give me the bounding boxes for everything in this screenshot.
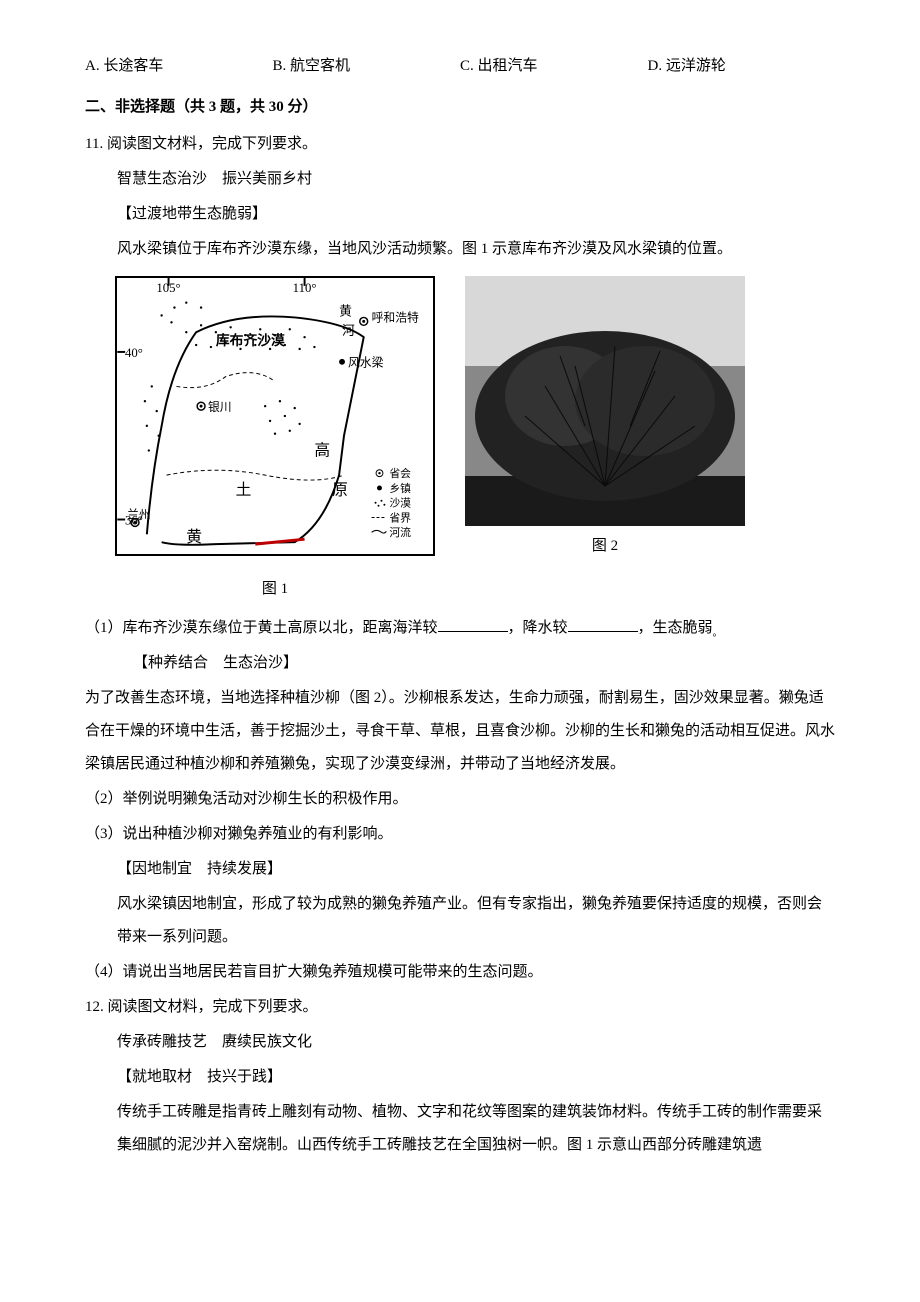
q12-heading-1: 【就地取材 技兴于践】 — [85, 1061, 835, 1094]
map-legend: 省会 乡镇 沙漠 省界 河流 — [372, 467, 412, 539]
lanzhou-label: 兰州 — [127, 508, 151, 522]
fengshuiliang-label: 风水梁 — [348, 356, 384, 370]
figure-1-caption: 图 1 — [115, 573, 435, 606]
loess-3: 高 — [314, 441, 330, 459]
fengshuiliang-marker — [339, 359, 345, 365]
legend-border: 省界 — [389, 511, 411, 524]
option-d: D. 远洋游轮 — [648, 50, 836, 83]
blank-2[interactable] — [568, 617, 638, 632]
province-border-2 — [167, 470, 344, 480]
loess-4: 原 — [332, 482, 348, 499]
q11-subtitle: 智慧生态治沙 振兴美丽乡村 — [85, 163, 835, 196]
desert-label: 库布齐沙漠 — [216, 332, 285, 348]
figure-2-box: 图 2 — [465, 276, 745, 563]
q11-heading-3: 【因地制宜 持续发展】 — [85, 853, 835, 886]
yinchuan-label: 银川 — [208, 400, 232, 414]
q11-heading-2: 【种养结合 生态治沙】 — [85, 647, 835, 680]
q12-subtitle: 传承砖雕技艺 赓续民族文化 — [85, 1026, 835, 1059]
option-c: C. 出租汽车 — [460, 50, 648, 83]
q11-para-1: 风水梁镇位于库布齐沙漠东缘，当地风沙活动频繁。图 1 示意库布齐沙漠及风水梁镇的… — [85, 233, 835, 266]
q11-sub3: （3）说出种植沙柳对獭兔养殖业的有利影响。 — [85, 818, 835, 851]
q11-sub1-c: ，生态脆弱 — [638, 620, 713, 636]
q11-para-3: 风水梁镇因地制宜，形成了较为成熟的獭兔养殖产业。但有专家指出，獭兔养殖要保持适度… — [85, 888, 835, 954]
figure-2-caption: 图 2 — [465, 530, 745, 563]
section-2-header: 二、非选择题（共 3 题，共 30 分） — [85, 91, 835, 124]
huanghe-2: 河 — [342, 324, 355, 338]
q12-opening: 12. 阅读图文材料，完成下列要求。 — [85, 991, 835, 1024]
q11-sub1-a: （1）库布齐沙漠东缘位于黄土高原以北，距离海洋较 — [85, 620, 438, 636]
huanghe-1: 黄 — [339, 304, 352, 318]
yellow-river — [147, 316, 364, 544]
map-figure: 105° 110° 40° 36° — [115, 276, 435, 556]
legend-desert: 沙漠 — [389, 497, 411, 510]
q11-sub4: （4）请说出当地居民若盲目扩大獭兔养殖规模可能带来的生态问题。 — [85, 956, 835, 989]
q10-options: A. 长途客车 B. 航空客机 C. 出租汽车 D. 远洋游轮 — [85, 50, 835, 83]
province-border-1 — [176, 373, 275, 388]
q11-para-2: 为了改善生态环境，当地选择种植沙柳（图 2）。沙柳根系发达，生命力顽强，耐割易生… — [85, 682, 835, 781]
q11-heading-1: 【过渡地带生态脆弱】 — [85, 198, 835, 231]
shrub-photo — [465, 276, 745, 526]
loess-1: 黄 — [186, 528, 202, 546]
option-b: B. 航空客机 — [273, 50, 461, 83]
q12-para-1: 传统手工砖雕是指青砖上雕刻有动物、植物、文字和花纹等图案的建筑装饰材料。传统手工… — [85, 1096, 835, 1162]
legend-town: 乡镇 — [389, 481, 411, 495]
figure-1-box: 105° 110° 40° 36° — [115, 276, 435, 606]
q11-sub1-b: ，降水较 — [508, 620, 568, 636]
loess-2: 土 — [236, 481, 252, 499]
hohhot-label: 呼和浩特 — [372, 310, 419, 324]
q11-sub1-dot: 。 — [713, 628, 723, 639]
figure-row: 105° 110° 40° 36° — [115, 276, 835, 606]
legend-river: 河流 — [389, 525, 411, 539]
lon-110: 110° — [293, 281, 317, 295]
lon-105: 105° — [156, 281, 180, 295]
q11-opening: 11. 阅读图文材料，完成下列要求。 — [85, 128, 835, 161]
blank-1[interactable] — [438, 617, 508, 632]
legend-capital: 省会 — [389, 467, 411, 480]
q11-sub1: （1）库布齐沙漠东缘位于黄土高原以北，距离海洋较 ，降水较 ，生态脆弱。 — [85, 612, 835, 645]
q11-sub2: （2）举例说明獭兔活动对沙柳生长的积极作用。 — [85, 783, 835, 816]
lat-40: 40° — [125, 346, 143, 360]
option-a: A. 长途客车 — [85, 50, 273, 83]
